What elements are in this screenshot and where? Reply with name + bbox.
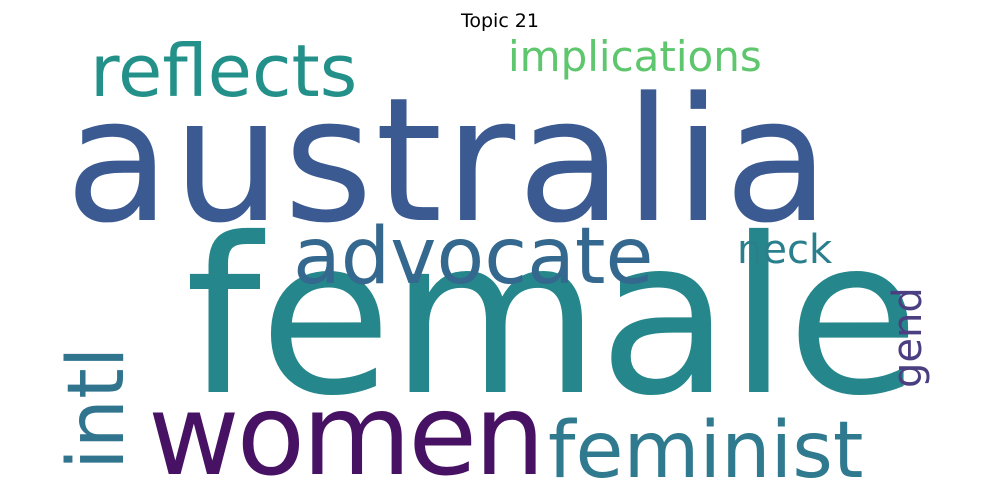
figure-title: Topic 21 bbox=[460, 10, 539, 32]
word-implications: implications bbox=[508, 32, 762, 81]
word-australia: australia bbox=[65, 60, 832, 261]
word-neck: neck bbox=[737, 227, 833, 273]
word-feminist: feminist bbox=[548, 406, 864, 496]
word-gend: gend bbox=[885, 287, 931, 388]
word-female: female bbox=[185, 192, 920, 443]
word-reflects: reflects bbox=[90, 29, 358, 113]
word-advocate: advocate bbox=[293, 212, 654, 302]
word-women: women bbox=[148, 371, 545, 500]
word-intl: intl bbox=[52, 346, 142, 470]
